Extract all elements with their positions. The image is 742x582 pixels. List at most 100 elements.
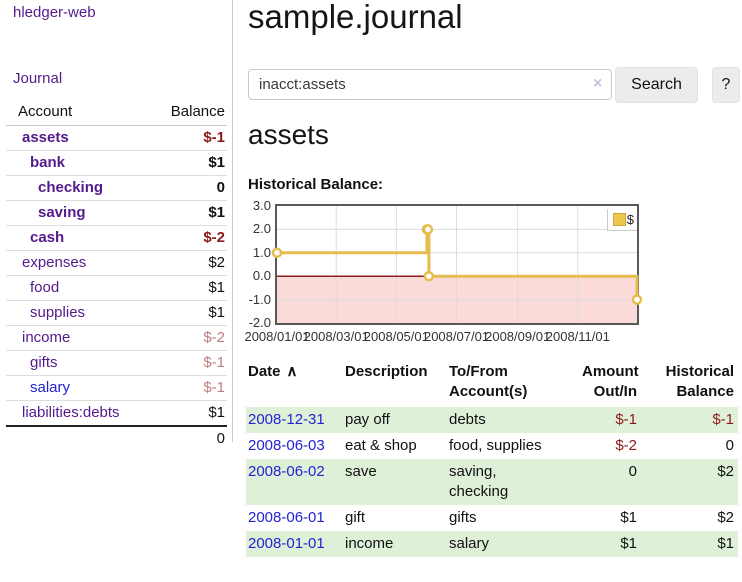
date-sort-header[interactable]: Date [248, 363, 281, 380]
y-tick-label: -1.0 [248, 291, 271, 307]
register-header-row: Date ∧ Description To/From Account(s) Amo… [246, 360, 738, 407]
account-link-saving[interactable]: saving [38, 204, 86, 221]
transaction-accounts: food, supplies [449, 437, 542, 454]
account-row: checking 0 [6, 175, 227, 201]
balance-header: Historical Balance [665, 363, 734, 400]
sort-ascending-icon[interactable]: ∧ [286, 363, 298, 380]
help-button[interactable]: ? [712, 67, 740, 103]
balance-column-header: Balance [156, 100, 227, 126]
transaction-accounts: debts [449, 411, 486, 428]
account-row: assets $-1 [6, 126, 227, 151]
account-row: bank $1 [6, 150, 227, 176]
sidebar: hledger-web Journal Account Balance asse… [0, 0, 233, 451]
account-link-gifts[interactable]: gifts [30, 354, 58, 371]
account-balance: $-2 [156, 325, 227, 351]
account-row: food $1 [6, 275, 227, 301]
transaction-description: income [345, 535, 394, 552]
chart-legend: $ [606, 209, 637, 231]
legend-label: $ [626, 212, 634, 227]
transaction-description: eat & shop [345, 437, 417, 454]
account-balance: 0 [156, 175, 227, 201]
app-title-link[interactable]: hledger-web [13, 4, 96, 21]
transaction-accounts: saving, checking [449, 463, 509, 500]
transaction-balance: $1 [717, 535, 734, 552]
account-link-cash[interactable]: cash [30, 229, 65, 246]
chart-canvas [271, 206, 643, 323]
account-balance: $1 [156, 300, 227, 326]
account-balance: $2 [156, 250, 227, 276]
historical-balance-chart: $ [271, 204, 643, 325]
transaction-accounts: salary [449, 535, 490, 552]
transaction-balance: 0 [725, 437, 734, 454]
account-link-food[interactable]: food [30, 279, 60, 296]
account-balance: $1 [156, 400, 227, 426]
register-row: 2008-01-01 income salary $1 $1 [246, 531, 738, 557]
account-balance: $1 [156, 275, 227, 301]
legend-swatch-icon [612, 213, 626, 226]
y-tick-label: 0.0 [252, 268, 271, 284]
chart-section-label: Historical Balance: [248, 176, 384, 193]
account-row: income $-2 [6, 325, 227, 351]
account-row: salary $-1 [6, 375, 227, 401]
y-tick-label: 3.0 [252, 198, 271, 213]
account-balance: $-1 [156, 375, 227, 401]
transaction-date-link[interactable]: 2008-01-01 [248, 535, 325, 552]
y-tick-label: 2.0 [252, 221, 271, 237]
account-link-checking[interactable]: checking [38, 179, 104, 196]
x-tick-label: 2008/05/01 [363, 329, 429, 344]
accounts-table: Account Balance assets $-1 bank $1 check… [6, 100, 227, 451]
account-link-salary[interactable]: salary [30, 379, 71, 396]
description-header: Description [345, 363, 428, 380]
register-row: 2008-06-01 gift gifts $1 $2 [246, 505, 738, 531]
account-row: gifts $-1 [6, 350, 227, 376]
account-balance: $-1 [203, 129, 225, 146]
account-row: expenses $2 [6, 250, 227, 276]
transaction-date-link[interactable]: 2008-06-02 [248, 463, 325, 480]
accounts-total-value: 0 [156, 425, 227, 451]
transaction-amount: $1 [620, 509, 637, 526]
search-input[interactable] [248, 69, 612, 100]
sidebar-item-journal[interactable]: Journal [13, 70, 63, 87]
transaction-balance: $-1 [712, 411, 734, 428]
search-button[interactable]: Search [615, 67, 698, 103]
account-link-liabilities-debts[interactable]: liabilities:debts [22, 404, 120, 421]
transaction-description: pay off [345, 411, 390, 428]
transaction-balance: $2 [717, 463, 734, 480]
chart-x-axis-labels: 2008/01/01 2008/03/01 2008/05/01 2008/07/01… [244, 329, 637, 344]
account-balance: $1 [156, 200, 227, 226]
transaction-date-link[interactable]: 2008-06-01 [248, 509, 325, 526]
account-link-assets[interactable]: assets [22, 129, 69, 146]
transaction-accounts: gifts [449, 509, 477, 526]
register-row: 2008-06-03 eat & shop food, supplies $-2… [246, 433, 738, 459]
clear-search-icon[interactable]: × [593, 75, 603, 92]
account-row: cash $-2 [6, 225, 227, 251]
transaction-balance: $2 [717, 509, 734, 526]
accounts-total-row: 0 [6, 425, 227, 451]
transaction-amount: 0 [628, 463, 637, 480]
account-link-supplies[interactable]: supplies [30, 304, 86, 321]
register-row: 2008-06-02 save saving, checking 0 $2 [246, 459, 738, 505]
account-balance: $-2 [156, 225, 227, 251]
account-link-bank[interactable]: bank [30, 154, 66, 171]
amount-header: Amount Out/In [582, 363, 639, 400]
transaction-date-link[interactable]: 2008-12-31 [248, 411, 325, 428]
transaction-amount: $-2 [615, 437, 637, 454]
account-row: supplies $1 [6, 300, 227, 326]
transaction-amount: $-1 [615, 411, 637, 428]
x-tick-label: 2008/09/01 [485, 329, 551, 344]
x-tick-label: 2008/07/01 [423, 329, 490, 344]
chart-y-axis-labels: 3.0 2.0 1.0 0.0 -1.0 -2.0 [239, 198, 271, 330]
account-link-expenses[interactable]: expenses [22, 254, 87, 271]
account-heading: assets [248, 119, 329, 150]
account-balance: $1 [156, 150, 227, 176]
account-balance: $-1 [156, 350, 227, 376]
page-title: sample.journal [248, 0, 463, 35]
register-row: 2008-12-31 pay off debts $-1 $-1 [246, 407, 738, 433]
x-tick-label: 2008/01/01 [244, 329, 310, 344]
accounts-column-header: Account [6, 100, 156, 126]
x-tick-label: 2008/03/01 [303, 329, 369, 344]
transaction-amount: $1 [620, 535, 637, 552]
transaction-date-link[interactable]: 2008-06-03 [248, 437, 325, 454]
x-tick-label: 2008/11/01 [545, 329, 610, 344]
account-link-income[interactable]: income [22, 329, 71, 346]
